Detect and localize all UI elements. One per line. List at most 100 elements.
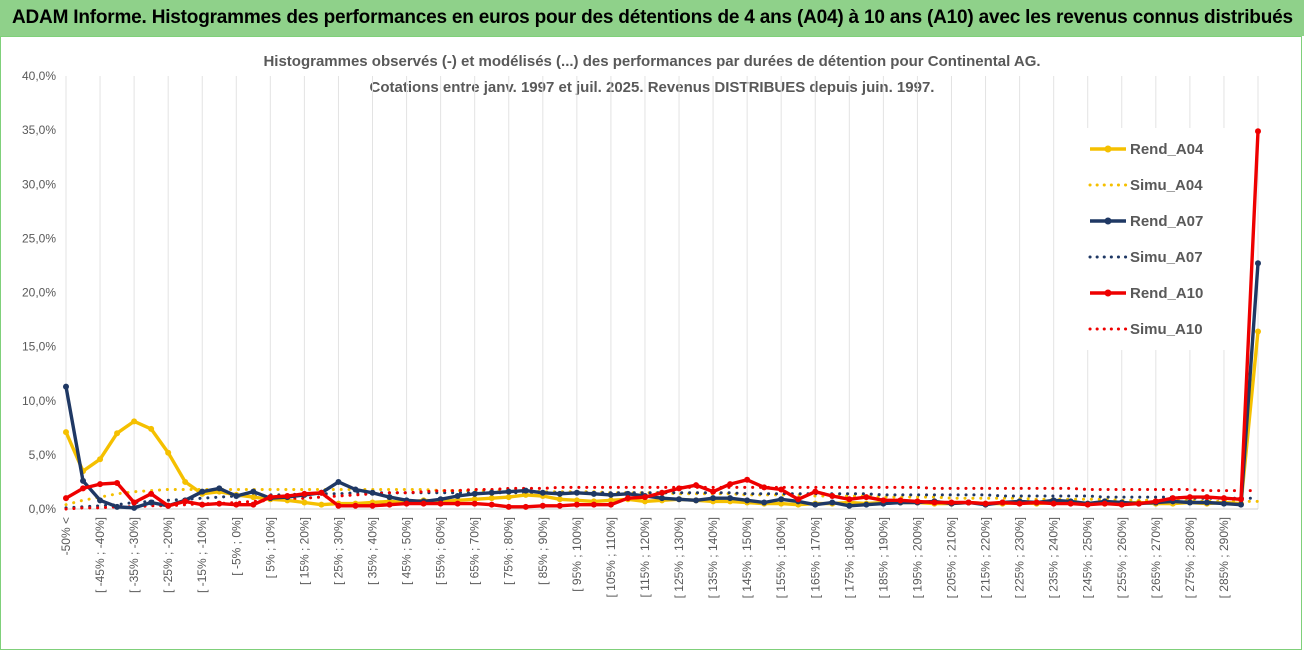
series-point-rend_a10 bbox=[948, 499, 955, 506]
series-point-rend_a07 bbox=[727, 495, 734, 502]
series-point-rend_a10 bbox=[607, 501, 614, 508]
series-point-rend_a10 bbox=[369, 502, 376, 509]
legend-label-rend_a04: Rend_A04 bbox=[1130, 141, 1204, 158]
series-point-rend_a07 bbox=[846, 502, 853, 509]
legend: Rend_A04 Simu_A04 Rend_A07 Simu_A07 Rend_A10… bbox=[1068, 128, 1246, 350]
x-tick-label: [ -15% ; -10%] bbox=[195, 517, 209, 593]
x-tick-label: [ 95% ; 100%] bbox=[570, 517, 584, 592]
x-tick-label: [ 225% ; 230%] bbox=[1013, 517, 1027, 598]
series-point-rend_a07 bbox=[505, 488, 512, 495]
series-point-rend_a07 bbox=[335, 478, 342, 485]
series-point-rend_a04 bbox=[165, 449, 172, 456]
legend-marker bbox=[1104, 289, 1112, 297]
series-point-rend_a07 bbox=[97, 497, 104, 504]
series-point-rend_a07 bbox=[761, 499, 768, 506]
x-tick-label: [ 155% ; 160%] bbox=[774, 517, 788, 598]
series-point-rend_a07 bbox=[199, 488, 206, 495]
x-tick-label: -50% < bbox=[59, 517, 73, 555]
series-point-rend_a10 bbox=[267, 494, 274, 501]
series-point-rend_a07 bbox=[454, 493, 461, 500]
x-tick-label: [ 55% ; 60%] bbox=[434, 517, 448, 585]
series-point-rend_a10 bbox=[863, 494, 870, 501]
series-point-rend_a04 bbox=[471, 496, 478, 503]
x-tick-label: [ -45% ; -40%] bbox=[93, 517, 107, 593]
series-point-rend_a10 bbox=[556, 502, 563, 509]
series-point-rend_a10 bbox=[352, 502, 359, 509]
series-point-rend_a07 bbox=[233, 493, 240, 500]
x-tick-label: [ 75% ; 80%] bbox=[502, 517, 516, 585]
series-point-rend_a04 bbox=[556, 496, 563, 503]
x-tick-label: [ 205% ; 210%] bbox=[944, 517, 958, 598]
series-point-rend_a04 bbox=[573, 497, 580, 504]
x-tick-label: [ 125% ; 130%] bbox=[672, 517, 686, 598]
series-point-rend_a04 bbox=[114, 430, 121, 437]
chart-subtitle: Cotations entre janv. 1997 et juil. 2025… bbox=[369, 79, 935, 96]
x-tick-label: [ 15% ; 20%] bbox=[297, 517, 311, 585]
series-point-rend_a10 bbox=[80, 485, 87, 492]
legend-label-simu_a10: Simu_A10 bbox=[1130, 321, 1203, 338]
series-point-rend_a10 bbox=[624, 495, 631, 502]
series-point-rend_a10 bbox=[454, 500, 461, 507]
series-point-rend_a07 bbox=[863, 501, 870, 508]
series-point-rend_a10 bbox=[812, 488, 819, 495]
series-point-rend_a04 bbox=[63, 429, 69, 436]
x-tick-label: [ 85% ; 90%] bbox=[536, 517, 550, 585]
x-tick-label: [ 255% ; 260%] bbox=[1115, 517, 1129, 598]
legend-label-simu_a07: Simu_A07 bbox=[1130, 249, 1203, 266]
y-tick-label: 35,0% bbox=[22, 123, 56, 137]
series-point-rend_a10 bbox=[829, 493, 836, 500]
series-point-rend_a10 bbox=[1050, 500, 1057, 507]
series-point-rend_a04 bbox=[148, 425, 155, 432]
series-point-rend_a07 bbox=[437, 496, 444, 503]
series-point-rend_a07 bbox=[1186, 499, 1193, 506]
series-point-rend_a10 bbox=[165, 502, 172, 509]
x-tick-label: [ 135% ; 140%] bbox=[706, 517, 720, 598]
series-point-rend_a07 bbox=[624, 490, 631, 497]
x-tick-label: [ 165% ; 170%] bbox=[808, 517, 822, 598]
series-point-rend_a07 bbox=[488, 489, 495, 496]
banner-title: ADAM Informe. Histogrammes des performan… bbox=[12, 7, 1293, 28]
series-point-rend_a10 bbox=[795, 496, 802, 503]
series-point-rend_a10 bbox=[914, 498, 921, 505]
series-point-rend_a07 bbox=[114, 503, 121, 510]
series-point-rend_a10 bbox=[1186, 494, 1193, 501]
series-point-rend_a04 bbox=[182, 478, 189, 485]
legend-label-simu_a04: Simu_A04 bbox=[1130, 177, 1203, 194]
series-point-rend_a10 bbox=[846, 496, 853, 503]
series-point-rend_a07 bbox=[1220, 500, 1227, 507]
series-point-rend_a07 bbox=[250, 488, 257, 495]
series-point-rend_a10 bbox=[710, 488, 717, 495]
series-point-rend_a10 bbox=[1101, 500, 1108, 507]
series-point-rend_a10 bbox=[420, 500, 427, 507]
series-point-rend_a10 bbox=[965, 499, 972, 506]
series-point-rend_a10 bbox=[488, 501, 495, 508]
x-tick-label: [ 35% ; 40%] bbox=[366, 517, 380, 585]
series-point-rend_a04 bbox=[250, 494, 257, 501]
series-point-rend_a10 bbox=[982, 500, 989, 507]
series-point-rend_a10 bbox=[1203, 494, 1210, 501]
series-point-rend_a10 bbox=[335, 502, 342, 509]
series-point-rend_a10 bbox=[761, 484, 768, 491]
chart-frame bbox=[0, 36, 1302, 650]
series-point-rend_a10 bbox=[727, 481, 734, 488]
series-line-simu_a07 bbox=[64, 491, 1260, 510]
series-point-rend_a07 bbox=[148, 499, 155, 506]
series-point-rend_a07 bbox=[386, 494, 393, 501]
series-point-rend_a10 bbox=[505, 503, 512, 510]
y-tick-label: 5,0% bbox=[29, 448, 57, 462]
series-point-rend_a10 bbox=[199, 501, 206, 508]
series-point-rend_a07 bbox=[63, 383, 69, 390]
series-point-rend_a10 bbox=[63, 495, 69, 502]
series-point-rend_a07 bbox=[1255, 260, 1261, 267]
x-tick-label: [ 5% ; 10%] bbox=[263, 517, 277, 578]
series-point-rend_a10 bbox=[148, 490, 155, 497]
series-point-rend_a10 bbox=[233, 501, 240, 508]
series-point-rend_a07 bbox=[131, 504, 138, 511]
series-point-rend_a04 bbox=[97, 456, 104, 463]
series-point-rend_a04 bbox=[522, 491, 529, 498]
x-tick-label: [ 25% ; 30%] bbox=[331, 517, 345, 585]
y-tick-label: 0,0% bbox=[29, 502, 57, 516]
series-point-rend_a07 bbox=[1203, 499, 1210, 506]
series-point-rend_a10 bbox=[403, 500, 410, 507]
series-point-rend_a10 bbox=[386, 501, 393, 508]
